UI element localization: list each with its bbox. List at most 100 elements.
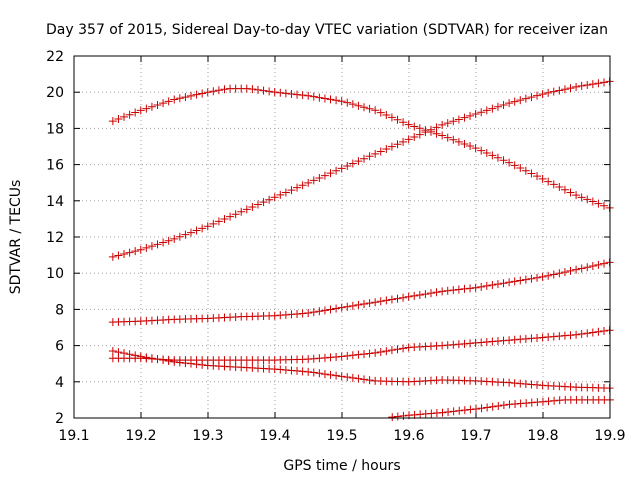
data-point [332, 166, 341, 175]
data-point [164, 356, 173, 365]
data-point [270, 88, 279, 97]
data-point [550, 396, 559, 405]
data-point [309, 176, 318, 185]
data-point [203, 88, 212, 97]
data-point [438, 120, 447, 129]
data-point [415, 130, 424, 139]
data-point [471, 110, 480, 119]
data-point [572, 330, 581, 339]
data-point [555, 86, 564, 95]
data-point [371, 149, 380, 158]
y-tick-label: 18 [46, 121, 64, 137]
data-point [410, 291, 419, 300]
data-point [499, 100, 508, 109]
data-point [320, 306, 329, 315]
data-point [382, 296, 391, 305]
data-point [510, 161, 519, 170]
data-point [404, 135, 413, 144]
data-point [114, 251, 123, 260]
data-point [594, 260, 603, 269]
data-point [549, 180, 558, 189]
data-point [164, 236, 173, 245]
data-point [332, 96, 341, 105]
data-point [309, 368, 318, 377]
data-point [399, 293, 408, 302]
data-point [326, 370, 335, 379]
data-point [125, 248, 134, 257]
data-point [214, 217, 223, 226]
data-point [521, 275, 530, 284]
data-point [410, 132, 419, 141]
data-point [276, 190, 285, 199]
data-point [493, 280, 502, 289]
data-point [494, 401, 503, 410]
data-point [521, 166, 530, 175]
data-point [170, 95, 179, 104]
data-point [226, 212, 235, 221]
data-point [354, 374, 363, 383]
data-point [343, 161, 352, 170]
data-point [326, 305, 335, 314]
data-point [320, 94, 329, 103]
data-point [181, 230, 190, 239]
x-axis-label: GPS time / hours [283, 458, 400, 474]
data-point [242, 84, 251, 93]
y-tick-label: 4 [55, 375, 64, 391]
chart-title: Day 357 of 2015, Sidereal Day-to-day VTE… [46, 22, 608, 38]
data-point [421, 128, 430, 137]
data-point [365, 376, 374, 385]
data-point [505, 278, 514, 287]
data-point [533, 273, 542, 282]
data-point [214, 86, 223, 95]
data-point [404, 120, 413, 129]
data-point [421, 290, 430, 299]
data-point [320, 171, 329, 180]
data-point [466, 111, 475, 120]
data-point [198, 89, 207, 98]
data-point [533, 91, 542, 100]
data-point [527, 274, 536, 283]
data-point [131, 108, 140, 117]
data-point [231, 210, 240, 219]
data-point [533, 172, 542, 181]
series-track-6 [388, 395, 614, 422]
data-point [175, 358, 184, 367]
data-point [142, 353, 151, 362]
data-point [287, 186, 296, 195]
data-point [382, 145, 391, 154]
data-point [566, 188, 575, 197]
data-point [426, 125, 435, 134]
data-point [454, 137, 463, 146]
data-point [599, 201, 608, 210]
data-point [175, 94, 184, 103]
data-point [521, 94, 530, 103]
data-point [583, 329, 592, 338]
data-point [538, 272, 547, 281]
data-point [337, 352, 346, 361]
data-point [259, 198, 268, 207]
data-point [153, 100, 162, 109]
data-point [482, 148, 491, 157]
data-point [293, 90, 302, 99]
data-point [572, 82, 581, 91]
data-point [577, 81, 586, 90]
data-point [544, 88, 553, 97]
data-point [566, 84, 575, 93]
data-point [270, 193, 279, 202]
data-point [315, 93, 324, 102]
data-point [181, 359, 190, 368]
plot-frame [73, 55, 611, 419]
data-point [455, 406, 464, 415]
data-point [376, 147, 385, 156]
y-tick-label: 8 [55, 302, 64, 318]
data-point [388, 413, 397, 422]
data-point [460, 113, 469, 122]
data-point [337, 303, 346, 312]
data-point [483, 403, 492, 412]
data-point [348, 351, 357, 360]
data-point [360, 103, 369, 112]
data-point [588, 262, 597, 271]
data-point [125, 110, 134, 119]
data-point [538, 174, 547, 183]
